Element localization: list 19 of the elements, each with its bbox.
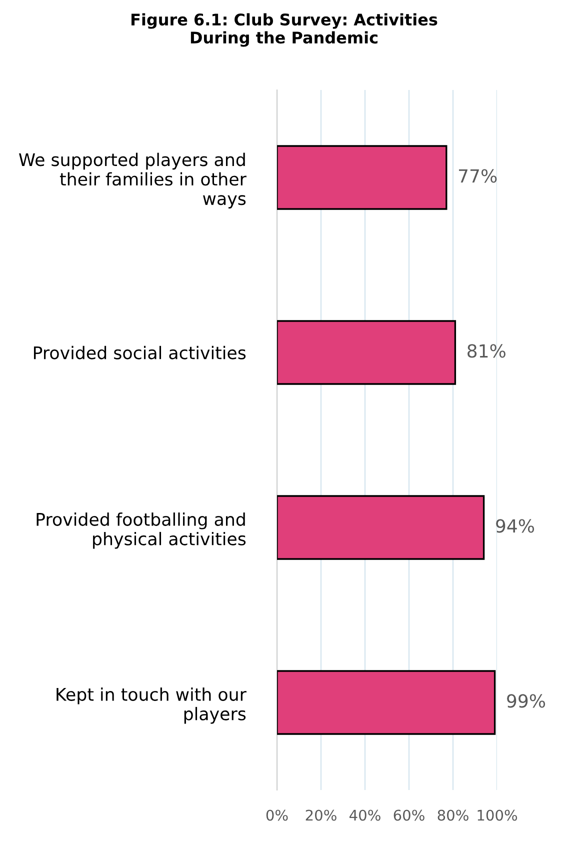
data-label: 94%: [496, 519, 534, 533]
x-tick-label: 80%: [438, 810, 468, 821]
y-tick-label: We supported players and their families in other ways: [18, 152, 246, 208]
x-tick-label: 60%: [394, 810, 424, 821]
bar: [277, 670, 496, 735]
y-tick-label: Kept in touch with our players: [56, 688, 246, 724]
data-label: 99%: [507, 694, 546, 708]
bar: [277, 145, 448, 210]
y-tick-label: Provided footballing and physical activities: [36, 512, 246, 549]
x-tick-label: 0%: [266, 810, 288, 821]
y-tick-label: Provided social activities: [34, 346, 246, 360]
x-tick-label: 100%: [478, 810, 518, 821]
data-label: 77%: [458, 169, 497, 183]
x-tick-label: 20%: [306, 810, 336, 821]
bar: [277, 495, 485, 560]
bar: [277, 320, 456, 385]
chart-title: Figure 6.1: Club Survey: Activities During the Pandemic: [132, 13, 438, 47]
x-tick-label: 40%: [350, 810, 380, 821]
data-label: 81%: [468, 344, 506, 358]
